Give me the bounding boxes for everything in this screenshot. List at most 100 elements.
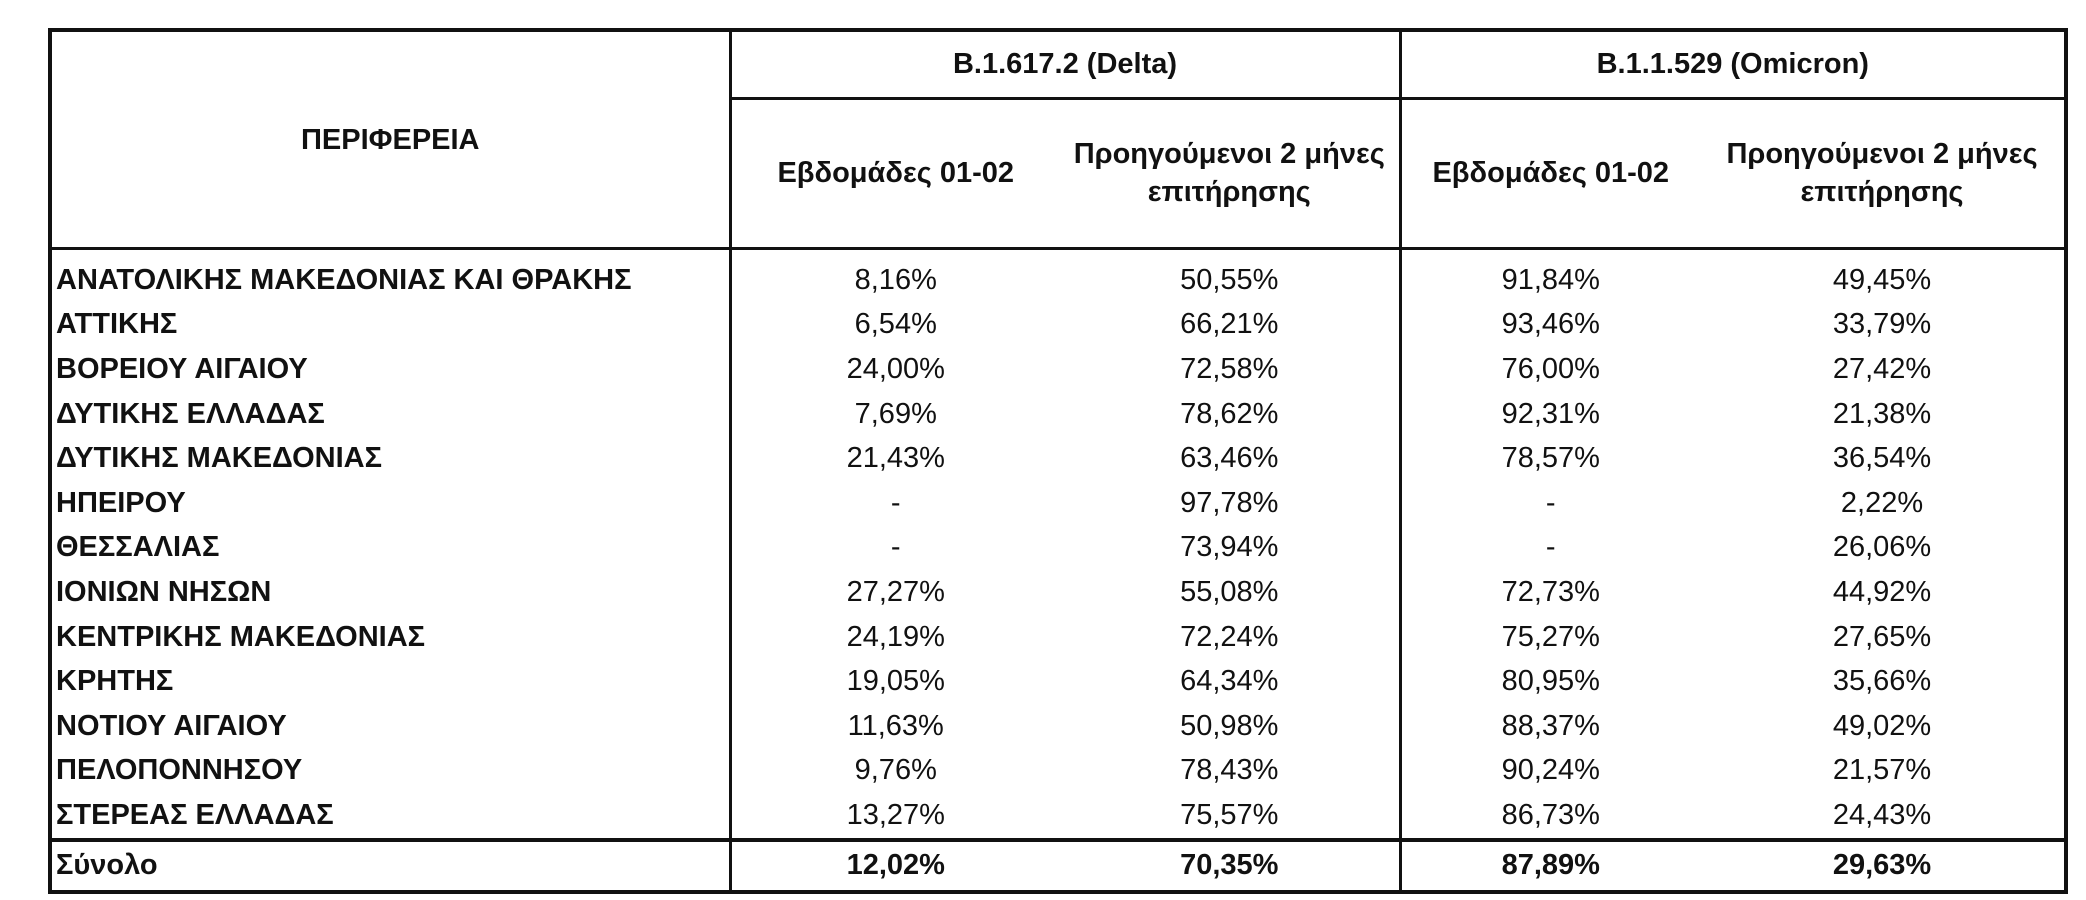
omicron-prev-value: 36,54% (1832, 442, 1932, 475)
table-row: ΑΝΑΤΟΛΙΚΗΣ ΜΑΚΕΔΟΝΙΑΣ ΚΑΙ ΘΡΑΚΗΣ 8,16% 5… (50, 248, 2066, 303)
delta-weeks-value: 27,27% (846, 575, 945, 608)
delta-prev-value: 63,46% (1180, 442, 1279, 475)
omicron-weeks-value: 92,31% (1398, 391, 1701, 437)
delta-weeks-value: 19,05% (846, 665, 945, 698)
omicron-prev-header-line1: Προηγούμενοι 2 μήνες (1726, 138, 2038, 171)
delta-weeks-value: 21,43% (846, 442, 945, 475)
delta-prev-value: 55,08% (1180, 575, 1279, 608)
delta-prev-value: 97,78% (1180, 486, 1279, 519)
region-name: ΑΤΤΙΚΗΣ (50, 302, 732, 348)
omicron-weeks-value: 72,73% (1398, 570, 1701, 615)
omicron-prev-value: 26,06% (1832, 531, 1932, 564)
table-row: ΔΥΤΙΚΗΣ ΜΑΚΕΔΟΝΙΑΣ 21,43% 63,46% 78,57% … (50, 436, 2066, 481)
table-row: ΑΤΤΙΚΗΣ 6,54% 66,21% 93,46% 33,79% (50, 302, 2066, 348)
table-row: ΚΕΝΤΡΙΚΗΣ ΜΑΚΕΔΟΝΙΑΣ 24,19% 72,24% 75,27… (50, 614, 2066, 660)
omicron-weeks-value: 76,00% (1398, 347, 1701, 392)
total-label: Σύνολο (50, 837, 732, 892)
variant-share-table: ΠΕΡΙΦΕΡΕΙΑ B.1.617.2 (Delta) B.1.1.529 (… (48, 28, 2069, 894)
delta-weeks-header-text: Εβδομάδες 01-02 (777, 157, 1015, 190)
table-row: ΒΟΡΕΙΟΥ ΑΙΓΑΙΟΥ 24,00% 72,58% 76,00% 27,… (50, 347, 2066, 392)
header-row-periods: Εβδομάδες 01-02 Προηγούμενοι 2 μήνες επι… (50, 98, 2067, 251)
total-delta-weeks-value: 12,02% (730, 837, 1060, 892)
total-row: Σύνολο 12,02% 70,35% 87,89% 29,63% (50, 837, 2067, 892)
delta-prev-header-line1: Προηγούμενοι 2 μήνες (1073, 138, 1385, 171)
omicron-prev-value: 21,57% (1832, 754, 1932, 787)
omicron-variant-header: B.1.1.529 (Omicron) (1398, 30, 2067, 100)
omicron-weeks-value: - (1398, 525, 1701, 571)
omicron-prev-value: 35,66% (1832, 665, 1932, 698)
omicron-prev-value: 27,42% (1832, 352, 1932, 385)
region-name: ΔΥΤΙΚΗΣ ΕΛΛΑΔΑΣ (50, 391, 732, 437)
delta-prev-value: 72,58% (1180, 352, 1279, 385)
omicron-prev-value: 49,45% (1832, 263, 1932, 296)
region-name: ΣΤΕΡΕΑΣ ΕΛΛΑΔΑΣ (50, 793, 732, 840)
omicron-weeks-value: 78,57% (1398, 436, 1701, 481)
region-column-header: ΠΕΡΙΦΕΡΕΙΑ (50, 30, 732, 250)
region-name: ΔΥΤΙΚΗΣ ΜΑΚΕΔΟΝΙΑΣ (50, 436, 732, 481)
table-row: ΠΕΛΟΠΟΝΝΗΣΟΥ 9,76% 78,43% 90,24% 21,57% (50, 748, 2066, 794)
omicron-weeks-value: 75,27% (1398, 614, 1701, 660)
delta-weeks-value: 11,63% (847, 709, 944, 742)
delta-variant-header: B.1.617.2 (Delta) (728, 30, 1401, 100)
delta-prev-value: 75,57% (1180, 798, 1279, 831)
total-omicron-weeks-value: 87,89% (1398, 837, 1701, 892)
variant-table-container: ΠΕΡΙΦΕΡΕΙΑ B.1.617.2 (Delta) B.1.1.529 (… (48, 28, 2069, 894)
region-name: ΝΟΤΙΟΥ ΑΙΓΑΙΟΥ (50, 703, 732, 749)
total-delta-prev-value: 70,35% (1060, 837, 1401, 892)
omicron-weeks-value: 91,84% (1398, 248, 1701, 303)
table-row: ΣΤΕΡΕΑΣ ΕΛΛΑΔΑΣ 13,27% 75,57% 86,73% 24,… (50, 793, 2066, 840)
delta-prev-header-line2: επιτήρησης (1147, 176, 1311, 209)
omicron-weeks-value: 80,95% (1398, 659, 1701, 704)
delta-prev-value: 66,21% (1180, 308, 1279, 341)
omicron-weeks-value: 93,46% (1398, 302, 1701, 348)
header-row-variants: ΠΕΡΙΦΕΡΕΙΑ B.1.617.2 (Delta) B.1.1.529 (… (50, 30, 2067, 250)
delta-weeks-value: 9,76% (854, 754, 937, 787)
delta-prev-months-header: Προηγούμενοι 2 μήνες επιτήρησης (1060, 98, 1401, 251)
delta-prev-value: 50,55% (1180, 263, 1279, 296)
region-name: ΘΕΣΣΑΛΙΑΣ (50, 525, 732, 571)
region-name: ΒΟΡΕΙΟΥ ΑΙΓΑΙΟΥ (50, 347, 732, 392)
region-name: ΠΕΛΟΠΟΝΝΗΣΟΥ (50, 748, 732, 794)
delta-weeks-value: - (890, 531, 901, 564)
delta-prev-value: 78,43% (1180, 754, 1279, 787)
omicron-weeks-value: 88,37% (1398, 703, 1701, 749)
omicron-prev-value: 21,38% (1832, 397, 1932, 430)
delta-weeks-value: - (890, 486, 901, 519)
table-row: ΘΕΣΣΑΛΙΑΣ - 73,94% - 26,06% (50, 525, 2066, 571)
omicron-prev-value: 27,65% (1832, 620, 1932, 653)
delta-weeks-header: Εβδομάδες 01-02 (730, 98, 1060, 251)
omicron-prev-value: 2,22% (1840, 486, 1924, 519)
omicron-prev-value: 24,43% (1832, 798, 1932, 831)
region-name: ΙΟΝΙΩΝ ΝΗΣΩΝ (50, 570, 732, 615)
omicron-prev-value: 49,02% (1832, 709, 1932, 742)
delta-weeks-value: 8,16% (854, 263, 937, 296)
omicron-prev-value: 33,79% (1832, 308, 1932, 341)
delta-prev-value: 73,94% (1180, 531, 1279, 564)
delta-prev-value: 78,62% (1180, 397, 1279, 430)
table-row: ΙΟΝΙΩΝ ΝΗΣΩΝ 27,27% 55,08% 72,73% 44,92% (50, 570, 2066, 615)
delta-weeks-value: 6,54% (854, 308, 937, 341)
omicron-weeks-value: - (1398, 480, 1701, 526)
omicron-weeks-value: 90,24% (1398, 748, 1701, 794)
delta-prev-value: 72,24% (1180, 620, 1279, 653)
omicron-prev-value: 44,92% (1832, 575, 1932, 608)
table-row: ΔΥΤΙΚΗΣ ΕΛΛΑΔΑΣ 7,69% 78,62% 92,31% 21,3… (50, 391, 2066, 437)
delta-weeks-value: 24,19% (846, 620, 945, 653)
omicron-weeks-header: Εβδομάδες 01-02 (1398, 98, 1701, 251)
delta-weeks-value: 7,69% (854, 397, 937, 430)
omicron-prev-header-line2: επιτήρησης (1800, 176, 1964, 209)
table-row: ΚΡΗΤΗΣ 19,05% 64,34% 80,95% 35,66% (50, 659, 2066, 704)
region-name: ΑΝΑΤΟΛΙΚΗΣ ΜΑΚΕΔΟΝΙΑΣ ΚΑΙ ΘΡΑΚΗΣ (50, 248, 732, 303)
omicron-weeks-value: 86,73% (1398, 793, 1701, 840)
delta-weeks-value: 24,00% (846, 352, 945, 385)
region-name: ΚΡΗΤΗΣ (50, 659, 732, 704)
region-name: ΗΠΕΙΡΟΥ (50, 480, 732, 526)
delta-weeks-value: 13,27% (846, 798, 945, 831)
omicron-prev-months-header: Προηγούμενοι 2 μήνες επιτήρησης (1700, 98, 2067, 251)
table-row: ΗΠΕΙΡΟΥ - 97,78% - 2,22% (50, 480, 2066, 526)
region-name: ΚΕΝΤΡΙΚΗΣ ΜΑΚΕΔΟΝΙΑΣ (50, 614, 732, 660)
delta-prev-value: 64,34% (1180, 665, 1279, 698)
omicron-weeks-header-text: Εβδομάδες 01-02 (1432, 157, 1670, 190)
table-row: ΝΟΤΙΟΥ ΑΙΓΑΙΟΥ 11,63% 50,98% 88,37% 49,0… (50, 703, 2066, 749)
total-omicron-prev-value: 29,63% (1700, 837, 2067, 892)
